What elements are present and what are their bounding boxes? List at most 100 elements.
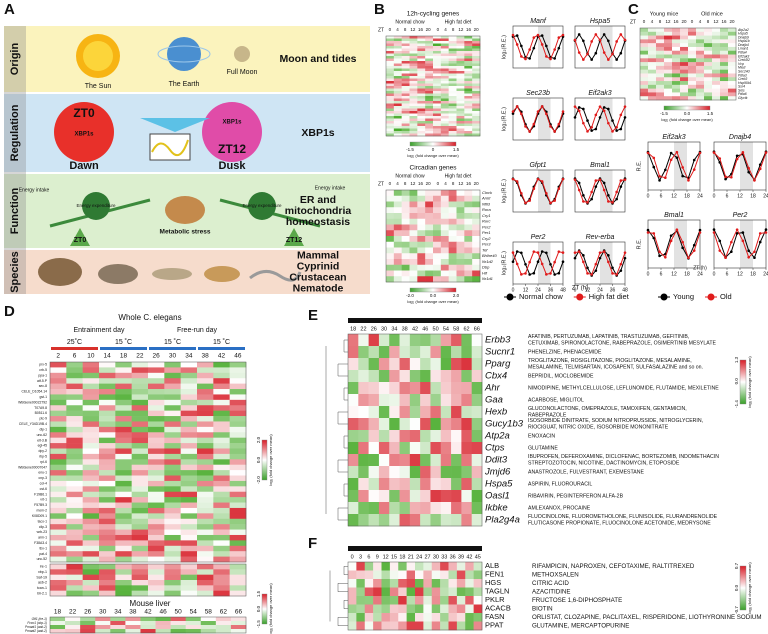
heatmap-cell bbox=[409, 270, 418, 277]
plot-title: Per2 bbox=[733, 212, 748, 219]
heatmap-cell bbox=[472, 56, 481, 59]
heatmap-cell bbox=[417, 98, 426, 102]
heatmap-cell bbox=[456, 63, 465, 67]
heatmap-cell bbox=[393, 51, 402, 54]
heatmap-cell bbox=[180, 475, 198, 482]
zt-label: ZT bbox=[378, 27, 384, 33]
heatmap-cell bbox=[448, 91, 457, 94]
drug-list: AMLEXANOX, PROCAINE bbox=[528, 505, 591, 511]
heatmap-cell bbox=[448, 116, 457, 119]
heatmap-cell bbox=[440, 41, 449, 44]
heatmap-cell bbox=[417, 253, 426, 260]
heatmap-cell bbox=[229, 470, 247, 476]
heatmap-cell bbox=[131, 534, 149, 541]
heatmap-cell bbox=[664, 84, 673, 89]
heatmap-cell bbox=[464, 98, 473, 102]
scale-tick-label: -2.0 bbox=[406, 293, 414, 298]
dendrogram bbox=[337, 459, 348, 473]
x-tick-label: 24 bbox=[763, 271, 768, 277]
heatmap-cell bbox=[82, 540, 100, 547]
heatmap-cell bbox=[720, 92, 729, 97]
heatmap-cell bbox=[433, 236, 442, 243]
heatmap-cell bbox=[401, 106, 410, 109]
heatmap-cell bbox=[704, 81, 713, 86]
heatmap-cell bbox=[131, 513, 149, 520]
heatmap-cell bbox=[728, 28, 737, 33]
plot-title: Rev-erba bbox=[586, 234, 615, 241]
column-label: 30 bbox=[99, 609, 107, 616]
scale-tick-label: 0.0 bbox=[734, 584, 739, 591]
heatmap-cell bbox=[131, 502, 149, 509]
heatmap-cell bbox=[131, 394, 149, 401]
heatmap-cell bbox=[66, 437, 83, 444]
diagram-label: Energy expenditure bbox=[242, 203, 282, 208]
gene-label: prx-5 bbox=[39, 363, 47, 367]
heatmap-cell bbox=[464, 38, 473, 42]
heatmap-cell bbox=[148, 399, 165, 406]
x-tick-label: 6 bbox=[660, 271, 663, 277]
heatmap-cell bbox=[720, 28, 729, 33]
heatmap-cell bbox=[66, 491, 83, 498]
gene-label: Hspa5 bbox=[738, 32, 748, 36]
heatmap-cell bbox=[364, 613, 374, 622]
heatmap-cell bbox=[696, 58, 705, 63]
heatmap-cell bbox=[401, 241, 410, 248]
heatmap-cell bbox=[472, 48, 481, 52]
heatmap-cell bbox=[433, 201, 442, 208]
heatmap-cell bbox=[401, 103, 410, 107]
column-label: 26 bbox=[371, 326, 377, 332]
heatmap-cell bbox=[348, 442, 359, 455]
heatmap-cell bbox=[451, 514, 462, 527]
heatmap-cell bbox=[425, 118, 434, 122]
heatmap-cell bbox=[433, 43, 442, 47]
heatmap-cell bbox=[472, 78, 481, 82]
heatmap-cell bbox=[197, 426, 214, 433]
heatmap-cell bbox=[448, 46, 457, 49]
heatmap-cell bbox=[393, 126, 402, 129]
heatmap-cell bbox=[393, 224, 402, 231]
heatmap-cell bbox=[197, 367, 214, 374]
column-label: 18 bbox=[350, 326, 356, 332]
heatmap-cell bbox=[386, 253, 395, 260]
heatmap-cell bbox=[398, 613, 407, 622]
heatmap-cell bbox=[464, 58, 473, 62]
heatmap-cell bbox=[448, 613, 458, 622]
gene-label: Per1 bbox=[482, 230, 490, 235]
heatmap-cell bbox=[728, 46, 737, 52]
heatmap-cell bbox=[50, 399, 67, 406]
heatmap-cell bbox=[213, 443, 230, 449]
heatmap-cell bbox=[648, 84, 657, 89]
heatmap-cell bbox=[440, 91, 449, 94]
heatmap-cell bbox=[393, 270, 402, 277]
heatmap-cell bbox=[386, 98, 395, 102]
heatmap-cell bbox=[393, 88, 402, 92]
heatmap-cell bbox=[425, 98, 434, 102]
heatmap-cell bbox=[66, 502, 83, 509]
plot-frame bbox=[512, 169, 564, 213]
heatmap-cell bbox=[389, 430, 400, 443]
heatmap-cell bbox=[213, 372, 230, 379]
group-label: Young mice bbox=[650, 11, 679, 17]
gene-label: Atp2a2 bbox=[737, 28, 749, 32]
panel-label: F bbox=[308, 535, 317, 552]
x-tick-label: 24 bbox=[535, 287, 541, 293]
heatmap-cell bbox=[229, 569, 247, 575]
color-scale bbox=[409, 141, 457, 147]
heatmap-cell bbox=[66, 448, 83, 455]
heatmap-cell bbox=[430, 478, 442, 491]
heatmap-cell bbox=[99, 410, 116, 417]
diagram-label: ZT0 bbox=[74, 237, 87, 244]
heatmap-cell bbox=[425, 253, 434, 260]
gene-label: Eif2ak3 bbox=[738, 54, 749, 58]
heatmap-cell bbox=[409, 61, 418, 64]
heatmap-cell bbox=[164, 378, 181, 384]
heatmap-cell bbox=[66, 426, 83, 433]
heatmap-cell bbox=[82, 410, 100, 417]
heatmap-cell bbox=[401, 96, 410, 99]
heatmap-cell bbox=[720, 62, 729, 67]
heatmap-cell bbox=[82, 590, 100, 597]
heatmap-cell bbox=[180, 491, 198, 498]
heatmap-cell bbox=[368, 358, 380, 371]
heatmap-cell bbox=[230, 621, 247, 626]
earth-icon bbox=[167, 37, 201, 71]
